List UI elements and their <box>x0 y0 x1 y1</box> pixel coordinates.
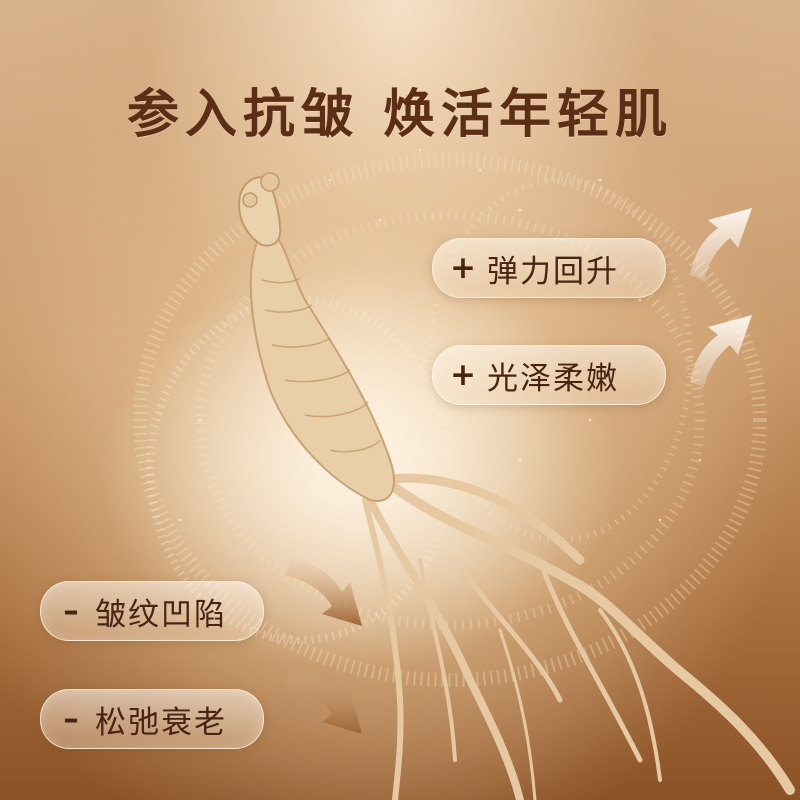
headline: 参入抗皱 焕活年轻肌 <box>126 85 674 145</box>
problem-label: 皱纹凹陷 <box>95 596 227 633</box>
problem-label: 松弛衰老 <box>95 704 227 741</box>
benefit-radiance-badge: + 光泽柔嫩 <box>432 345 666 405</box>
arrow-up-icon <box>690 208 752 280</box>
minus-sign: – <box>63 593 81 629</box>
arrow-down-icon <box>286 560 362 626</box>
problem-wrinkle-badge: – 皱纹凹陷 <box>40 581 264 641</box>
plus-sign: + <box>450 250 478 286</box>
problem-sagging-badge: – 松弛衰老 <box>40 689 264 749</box>
arrow-up-icon <box>690 315 752 387</box>
minus-sign: – <box>63 701 81 737</box>
benefit-label: 弹力回升 <box>487 253 619 290</box>
benefit-label: 光泽柔嫩 <box>487 360 619 397</box>
arrow-down-icon <box>286 668 362 734</box>
plus-sign: + <box>450 357 478 393</box>
benefit-elasticity-badge: + 弹力回升 <box>432 238 666 298</box>
